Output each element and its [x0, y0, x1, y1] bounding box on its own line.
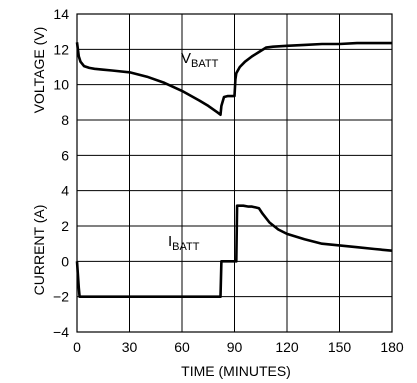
grid	[76, 13, 393, 333]
y-tick-label: 12	[53, 41, 69, 57]
ibatt-line	[75, 204, 393, 299]
series-group	[75, 41, 393, 299]
x-tick-label: 90	[227, 339, 243, 355]
x-tick-label: 150	[328, 339, 352, 355]
ibatt-label-main: I	[168, 233, 172, 250]
y-tick-label: 4	[61, 183, 69, 199]
y-tick-label: 14	[53, 6, 69, 22]
x-tick-label: 120	[275, 339, 299, 355]
y-tick-label: −4	[53, 324, 69, 340]
vbatt-label-main: V	[181, 50, 191, 67]
y-tick-label: 0	[61, 253, 69, 269]
y-tick-label: 6	[61, 147, 69, 163]
vbatt-label-sub: BATT	[191, 58, 219, 70]
vbatt-label: VBATT	[181, 50, 219, 70]
y-tick-label: 2	[61, 218, 69, 234]
y-axis-label-voltage: VOLTAGE (V)	[31, 27, 47, 114]
plot-frame	[76, 13, 393, 333]
y-tick-label: 8	[61, 112, 69, 128]
x-tick-label: 60	[174, 339, 190, 355]
ibatt-label-sub: BATT	[172, 241, 200, 253]
ibatt-label: IBATT	[168, 233, 200, 253]
x-tick-labels: 0 30 60 90 120 150 180	[73, 339, 404, 355]
x-axis-label: TIME (MINUTES)	[181, 363, 291, 379]
y-tick-labels: 14 12 10 8 6 4 2 0 −2 −4	[53, 6, 69, 340]
y-axis-label-current: CURRENT (A)	[31, 205, 47, 296]
vbatt-line	[75, 41, 392, 116]
x-tick-label: 0	[73, 339, 81, 355]
x-tick-label: 30	[122, 339, 138, 355]
x-tick-label: 180	[380, 339, 404, 355]
y-tick-label: 10	[53, 77, 69, 93]
y-tick-label: −2	[53, 289, 69, 305]
